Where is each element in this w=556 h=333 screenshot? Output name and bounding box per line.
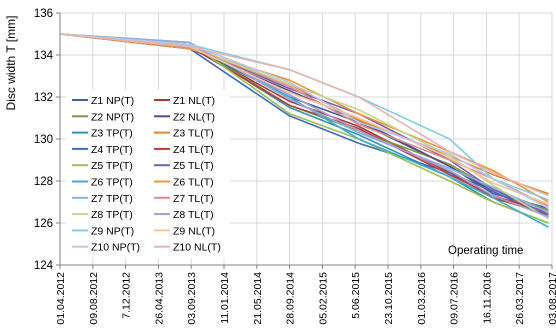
- legend-label: Z6 TL(T): [173, 177, 214, 189]
- legend-label: Z7 TL(T): [173, 193, 214, 205]
- y-tick-label: 126: [34, 218, 53, 230]
- operating-time-annotation: Operating time: [448, 245, 523, 257]
- x-tick-label: 03.08.2017: [547, 272, 556, 325]
- legend-label: Z8 TP(T): [91, 209, 133, 221]
- legend-label: Z9 NL(T): [173, 225, 215, 237]
- x-tick-label: 05.02.2015: [317, 272, 329, 325]
- legend-label: Z5 TL(T): [173, 160, 214, 172]
- legend-label: Z3 TP(T): [91, 128, 133, 140]
- legend: Z1 NP(T) Z1 NL(T) Z2 NP(T) Z2 NL(T) Z3 TP(T)…: [66, 90, 230, 258]
- x-tick-label: 28.09.2014: [285, 272, 297, 325]
- x-tick-label: 16.11.2016: [481, 272, 493, 324]
- legend-label: Z4 TP(T): [91, 144, 133, 156]
- series-line: [59, 33, 549, 197]
- x-tick-label: 26.03.2017: [514, 272, 526, 325]
- legend-label: Z4 TL(T): [173, 144, 214, 156]
- x-tick-label: 09.07.2016: [449, 272, 461, 325]
- y-tick-label: 134: [34, 50, 54, 62]
- x-tick-label: 11.01.2014: [219, 272, 231, 324]
- legend-label: Z9 NP(T): [91, 225, 134, 237]
- legend-label: Z3 TL(T): [173, 128, 214, 140]
- legend-label: Z2 NP(T): [91, 111, 134, 123]
- y-tick-label: 136: [34, 8, 53, 20]
- legend-label: Z1 NL(T): [173, 95, 215, 107]
- legend-label: Z10 NP(T): [91, 242, 140, 254]
- series-lines: [59, 33, 549, 228]
- axes: [56, 12, 553, 269]
- x-tick-label: 21.05.2014: [252, 272, 264, 325]
- x-tick-label: 01.03.2016: [416, 272, 428, 325]
- series-line: [59, 33, 549, 214]
- y-tick-label: 128: [34, 176, 53, 188]
- x-tick-label: 09.08.2012: [88, 272, 100, 325]
- legend-label: Z7 TP(T): [91, 193, 133, 205]
- y-tick-label: 124: [34, 260, 54, 272]
- x-tick-label: 23.10.2015: [383, 272, 395, 325]
- y-axis-label: Disc width T [mm]: [4, 16, 18, 111]
- legend-label: Z2 NL(T): [173, 111, 215, 123]
- y-tick-label: 130: [34, 134, 53, 146]
- x-tick-label: 26.04.2013: [153, 272, 165, 325]
- series-line: [59, 33, 549, 203]
- x-tick-label: 01.04.2012: [55, 272, 67, 325]
- x-tick-labels: 01.04.2012 09.08.2012 7.12.2012 26.04.2013 0…: [55, 272, 556, 325]
- x-tick-label: 7.12.2012: [121, 272, 133, 319]
- legend-label: Z5 TP(T): [91, 160, 133, 172]
- legend-label: Z8 TL(T): [173, 209, 214, 221]
- x-tick-label: 5.06.2015: [350, 272, 362, 319]
- legend-box: [66, 90, 230, 258]
- legend-label: Z6 TP(T): [91, 177, 133, 189]
- legend-label: Z1 NP(T): [91, 95, 134, 107]
- y-tick-label: 132: [34, 92, 53, 104]
- x-tick-label: 03.09.2013: [186, 272, 198, 325]
- series-line: [59, 33, 549, 210]
- y-tick-labels: 124 126 128 130 132 134 136: [34, 8, 54, 272]
- legend-label: Z10 NL(T): [173, 242, 221, 254]
